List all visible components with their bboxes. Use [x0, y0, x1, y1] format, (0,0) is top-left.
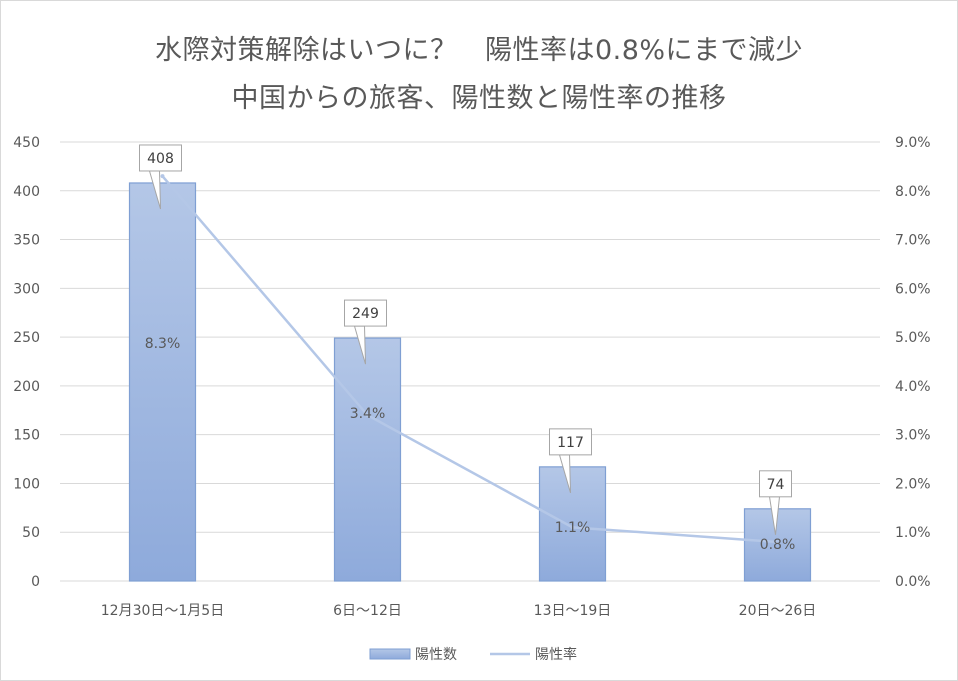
x-tick-label: 6日～12日: [333, 603, 402, 619]
y2-tick-label: 7.0%: [895, 233, 931, 249]
bar: [743, 508, 812, 582]
legend-label: 陽性率: [535, 646, 577, 663]
rate-value-label: 8.3%: [145, 336, 181, 352]
y-tick-label: 150: [13, 428, 40, 444]
rate-point: [365, 413, 370, 418]
y-tick-label: 200: [13, 379, 40, 395]
x-tick-label: 13日～19日: [534, 603, 612, 619]
y-tick-label: 0: [31, 574, 40, 590]
bar-value-label: 249: [352, 306, 379, 322]
y2-tick-label: 5.0%: [895, 330, 931, 346]
y2-tick-label: 8.0%: [895, 184, 931, 200]
y-tick-label: 250: [13, 330, 40, 346]
y-tick-label: 300: [13, 281, 40, 297]
y-tick-label: 50: [22, 525, 40, 541]
bar: [128, 182, 197, 582]
rate-point: [570, 525, 575, 530]
legend-swatch-bar: [369, 648, 411, 660]
y2-tick-label: 2.0%: [895, 476, 931, 492]
callout-box: [549, 428, 592, 456]
bar-value-label: 117: [557, 435, 584, 451]
y2-tick-label: 9.0%: [895, 135, 931, 151]
y-tick-label: 350: [13, 233, 40, 249]
bar-value-label: 74: [767, 477, 785, 493]
chart-subtitle: 中国からの旅客、陽性数と陽性率の推移: [231, 83, 727, 114]
y2-tick-label: 6.0%: [895, 281, 931, 297]
bar-value-label: 408: [147, 151, 174, 167]
y2-tick-label: 3.0%: [895, 428, 931, 444]
y-tick-label: 450: [13, 135, 40, 151]
bar: [333, 337, 402, 582]
rate-value-label: 1.1%: [555, 520, 591, 536]
y-tick-label: 400: [13, 184, 40, 200]
rate-value-label: 0.8%: [760, 537, 796, 553]
x-tick-label: 12月30日～1月5日: [101, 603, 224, 619]
y2-tick-label: 4.0%: [895, 379, 931, 395]
callout-box: [344, 299, 387, 327]
y2-tick-label: 0.0%: [895, 574, 931, 590]
callout-box: [759, 470, 792, 498]
y2-tick-label: 1.0%: [895, 525, 931, 541]
rate-point: [775, 539, 780, 544]
rate-value-label: 3.4%: [350, 406, 386, 422]
rate-point: [160, 174, 165, 179]
callout-box: [139, 144, 182, 172]
rate-line: [161, 175, 778, 544]
bar: [538, 466, 607, 582]
y-tick-label: 100: [13, 476, 40, 492]
x-tick-label: 20日～26日: [739, 603, 817, 619]
chart-title: 水際対策解除はいつに？ 陽性率は0.8%にまで減少: [154, 35, 804, 66]
legend-label: 陽性数: [415, 647, 457, 663]
